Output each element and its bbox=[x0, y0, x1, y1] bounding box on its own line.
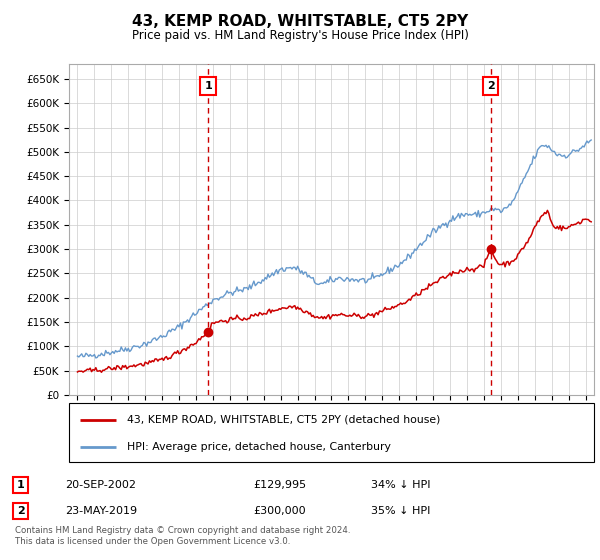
FancyBboxPatch shape bbox=[69, 403, 594, 462]
Text: Contains HM Land Registry data © Crown copyright and database right 2024.
This d: Contains HM Land Registry data © Crown c… bbox=[15, 526, 350, 545]
Text: £129,995: £129,995 bbox=[253, 480, 306, 490]
Text: 2: 2 bbox=[17, 506, 25, 516]
Text: 35% ↓ HPI: 35% ↓ HPI bbox=[371, 506, 430, 516]
Text: 34% ↓ HPI: 34% ↓ HPI bbox=[371, 480, 430, 490]
Text: 1: 1 bbox=[205, 81, 212, 91]
Text: 43, KEMP ROAD, WHITSTABLE, CT5 2PY (detached house): 43, KEMP ROAD, WHITSTABLE, CT5 2PY (deta… bbox=[127, 414, 440, 424]
Text: 1: 1 bbox=[17, 480, 25, 490]
Text: HPI: Average price, detached house, Canterbury: HPI: Average price, detached house, Cant… bbox=[127, 442, 391, 452]
Text: £300,000: £300,000 bbox=[253, 506, 305, 516]
Text: 43, KEMP ROAD, WHITSTABLE, CT5 2PY: 43, KEMP ROAD, WHITSTABLE, CT5 2PY bbox=[132, 14, 468, 29]
Text: Price paid vs. HM Land Registry's House Price Index (HPI): Price paid vs. HM Land Registry's House … bbox=[131, 29, 469, 42]
Text: 20-SEP-2002: 20-SEP-2002 bbox=[65, 480, 136, 490]
Text: 2: 2 bbox=[487, 81, 494, 91]
Text: 23-MAY-2019: 23-MAY-2019 bbox=[65, 506, 137, 516]
